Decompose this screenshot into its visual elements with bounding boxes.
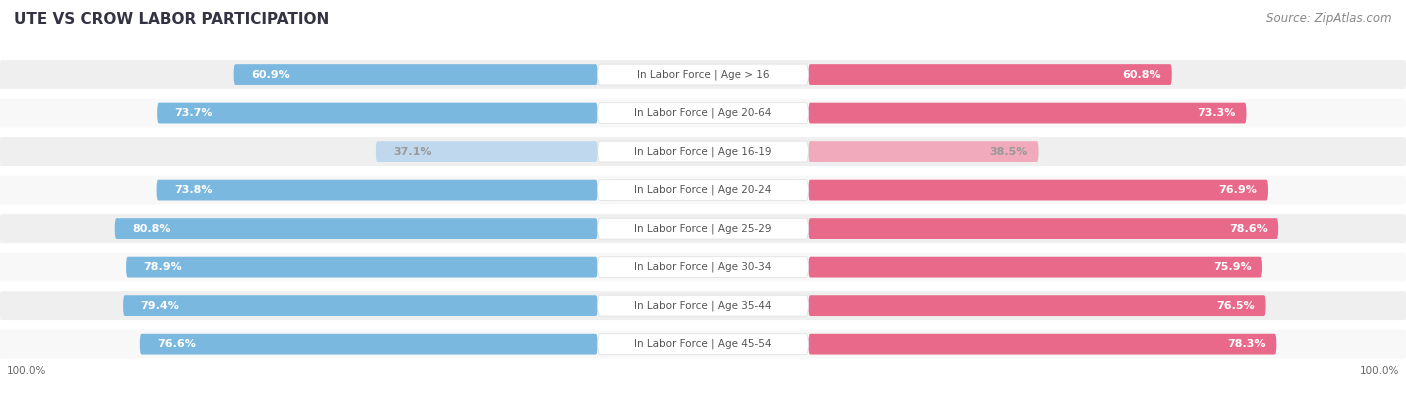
Text: 73.3%: 73.3% <box>1198 108 1236 118</box>
FancyBboxPatch shape <box>0 99 1406 128</box>
Text: 78.6%: 78.6% <box>1229 224 1268 233</box>
FancyBboxPatch shape <box>157 103 598 124</box>
FancyBboxPatch shape <box>598 334 808 355</box>
FancyBboxPatch shape <box>0 176 1406 205</box>
FancyBboxPatch shape <box>598 64 808 85</box>
FancyBboxPatch shape <box>124 295 598 316</box>
FancyBboxPatch shape <box>0 60 1406 89</box>
Text: UTE VS CROW LABOR PARTICIPATION: UTE VS CROW LABOR PARTICIPATION <box>14 12 329 27</box>
Text: In Labor Force | Age 25-29: In Labor Force | Age 25-29 <box>634 223 772 234</box>
FancyBboxPatch shape <box>598 257 808 278</box>
Text: 100.0%: 100.0% <box>7 366 46 376</box>
Text: 37.1%: 37.1% <box>394 147 432 156</box>
Text: In Labor Force | Age 35-44: In Labor Force | Age 35-44 <box>634 300 772 311</box>
Text: 76.6%: 76.6% <box>157 339 197 349</box>
FancyBboxPatch shape <box>808 141 1039 162</box>
Text: In Labor Force | Age 20-24: In Labor Force | Age 20-24 <box>634 185 772 196</box>
Text: 79.4%: 79.4% <box>141 301 180 310</box>
Text: 60.8%: 60.8% <box>1122 70 1161 79</box>
FancyBboxPatch shape <box>808 257 1263 278</box>
Text: In Labor Force | Age 16-19: In Labor Force | Age 16-19 <box>634 146 772 157</box>
Text: 75.9%: 75.9% <box>1213 262 1251 272</box>
FancyBboxPatch shape <box>0 330 1406 359</box>
FancyBboxPatch shape <box>0 291 1406 320</box>
Text: 38.5%: 38.5% <box>990 147 1028 156</box>
FancyBboxPatch shape <box>808 218 1278 239</box>
Text: In Labor Force | Age 20-64: In Labor Force | Age 20-64 <box>634 108 772 118</box>
FancyBboxPatch shape <box>808 295 1265 316</box>
FancyBboxPatch shape <box>808 180 1268 201</box>
Text: In Labor Force | Age 45-54: In Labor Force | Age 45-54 <box>634 339 772 350</box>
FancyBboxPatch shape <box>233 64 598 85</box>
FancyBboxPatch shape <box>808 103 1247 124</box>
Text: 78.9%: 78.9% <box>143 262 183 272</box>
FancyBboxPatch shape <box>598 218 808 239</box>
Text: In Labor Force | Age > 16: In Labor Force | Age > 16 <box>637 69 769 80</box>
FancyBboxPatch shape <box>598 141 808 162</box>
FancyBboxPatch shape <box>375 141 598 162</box>
FancyBboxPatch shape <box>598 295 808 316</box>
Text: In Labor Force | Age 30-34: In Labor Force | Age 30-34 <box>634 262 772 273</box>
Text: 76.9%: 76.9% <box>1219 185 1257 195</box>
FancyBboxPatch shape <box>598 180 808 201</box>
FancyBboxPatch shape <box>127 257 598 278</box>
FancyBboxPatch shape <box>156 180 598 201</box>
Text: 73.8%: 73.8% <box>174 185 212 195</box>
Text: 100.0%: 100.0% <box>1360 366 1399 376</box>
FancyBboxPatch shape <box>0 253 1406 282</box>
Text: 73.7%: 73.7% <box>174 108 214 118</box>
Text: 78.3%: 78.3% <box>1227 339 1265 349</box>
Text: Source: ZipAtlas.com: Source: ZipAtlas.com <box>1267 12 1392 25</box>
FancyBboxPatch shape <box>808 64 1171 85</box>
FancyBboxPatch shape <box>0 214 1406 243</box>
Text: 76.5%: 76.5% <box>1216 301 1256 310</box>
FancyBboxPatch shape <box>139 334 598 355</box>
FancyBboxPatch shape <box>115 218 598 239</box>
FancyBboxPatch shape <box>808 334 1277 355</box>
Text: 60.9%: 60.9% <box>252 70 290 79</box>
Text: 80.8%: 80.8% <box>132 224 170 233</box>
FancyBboxPatch shape <box>0 137 1406 166</box>
FancyBboxPatch shape <box>598 103 808 124</box>
